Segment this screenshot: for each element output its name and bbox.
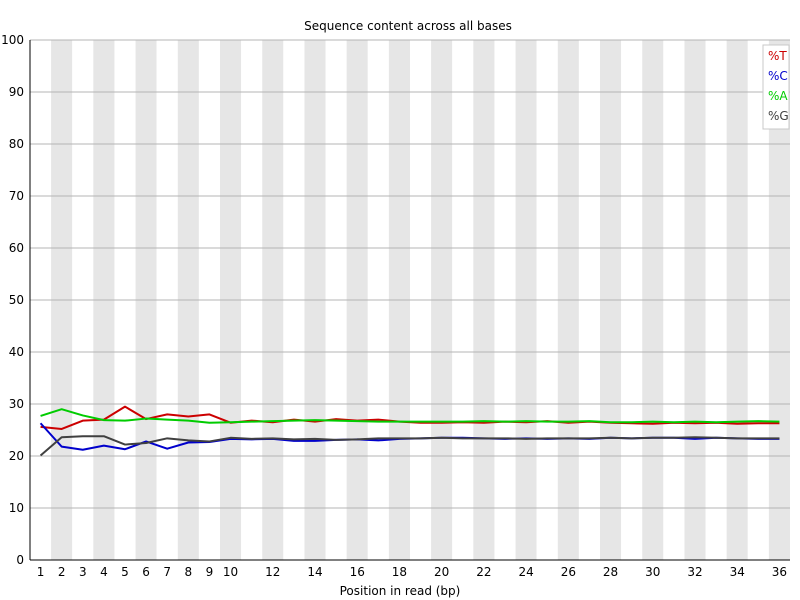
x-tick-label: 18: [392, 565, 407, 579]
x-tick-label: 14: [307, 565, 322, 579]
x-axis-label: Position in read (bp): [340, 584, 461, 598]
y-tick-label: 60: [9, 241, 24, 255]
y-tick-label: 80: [9, 137, 24, 151]
chart-title: Sequence content across all bases: [304, 19, 512, 33]
x-tick-label: 3: [79, 565, 87, 579]
x-tick-labels: 1 2 3 4 5 6 7 8 9 10 12 14 16 18 20 22 24 26 28 30 32 34 36: [37, 565, 787, 579]
x-tick-label: 4: [100, 565, 108, 579]
x-tick-label: 26: [561, 565, 576, 579]
y-tick-label: 20: [9, 449, 24, 463]
series-lines: [39, 405, 780, 457]
x-tick-label: 34: [730, 565, 745, 579]
x-tick-label: 5: [121, 565, 129, 579]
legend: %T %C %A %G: [762, 44, 790, 130]
x-tick-label: 8: [185, 565, 193, 579]
y-tick-label: 0: [16, 553, 24, 567]
x-tick-label: 1: [37, 565, 45, 579]
y-tick-label: 10: [9, 501, 24, 515]
legend-box: [762, 44, 790, 130]
x-tick-label: 6: [142, 565, 150, 579]
x-tick-label: 7: [163, 565, 171, 579]
axes: [29, 40, 790, 561]
legend-entry: %T: [768, 49, 787, 63]
x-tick-label: 20: [434, 565, 449, 579]
x-tick-label: 2: [58, 565, 66, 579]
y-tick-label: 30: [9, 397, 24, 411]
x-tick-label: 30: [645, 565, 660, 579]
x-tick-label: 32: [687, 565, 702, 579]
legend-entry: %G: [768, 109, 789, 123]
x-tick-label: 22: [476, 565, 491, 579]
legend-entry: %A: [768, 89, 788, 103]
x-tick-label: 24: [518, 565, 533, 579]
y-tick-labels: 0 10 20 30 40 50 60 70 80 90 100: [1, 33, 24, 567]
x-tick-label: 36: [772, 565, 787, 579]
y-tick-label: 100: [1, 33, 24, 47]
x-tick-label: 12: [265, 565, 280, 579]
x-tick-label: 16: [350, 565, 365, 579]
x-tick-label: 9: [206, 565, 214, 579]
x-tick-label: 28: [603, 565, 618, 579]
legend-entry: %C: [768, 69, 788, 83]
y-tick-label: 50: [9, 293, 24, 307]
y-tick-label: 40: [9, 345, 24, 359]
x-tick-label: 10: [223, 565, 238, 579]
series-line: [40, 408, 780, 424]
y-tick-label: 70: [9, 189, 24, 203]
y-tick-label: 90: [9, 85, 24, 99]
series-line: [39, 435, 780, 457]
